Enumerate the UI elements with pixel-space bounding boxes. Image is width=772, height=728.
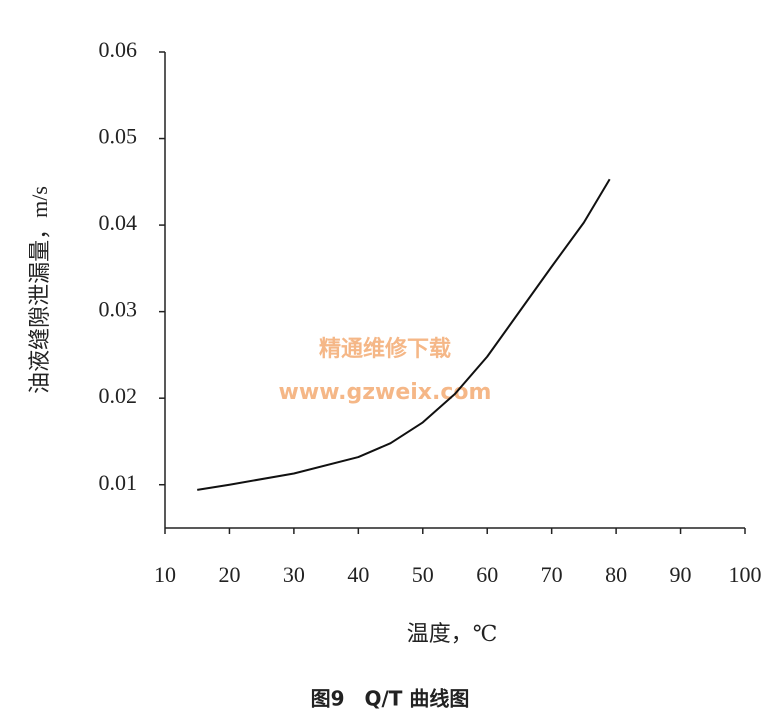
x-tick-label: 10 xyxy=(154,562,176,587)
x-axis-label: 温度，℃ xyxy=(407,621,498,646)
y-tick-label: 0.05 xyxy=(99,124,138,149)
watermark-text: 精通维修下载 xyxy=(319,336,451,362)
x-tick-label: 70 xyxy=(541,562,563,587)
x-tick-label: 80 xyxy=(605,562,627,587)
data-line xyxy=(197,178,611,491)
x-tick-label: 30 xyxy=(283,562,305,587)
y-axis-label: 油液缝隙泄漏量，m/s xyxy=(27,186,52,394)
x-tick-label: 100 xyxy=(729,562,762,587)
watermark-url: www.gzweix.com xyxy=(279,380,492,405)
x-tick-label: 40 xyxy=(347,562,369,587)
y-tick-label: 0.06 xyxy=(99,37,138,62)
x-tick-label: 60 xyxy=(476,562,498,587)
x-tick-label: 90 xyxy=(670,562,692,587)
y-tick-label: 0.03 xyxy=(99,297,138,322)
y-tick-label: 0.04 xyxy=(99,210,138,235)
y-tick-label: 0.02 xyxy=(99,383,138,408)
x-tick-label: 20 xyxy=(218,562,240,587)
y-tick-label: 0.01 xyxy=(99,470,138,495)
x-tick-label: 50 xyxy=(412,562,434,587)
caption: 图9 Q/T 曲线图 xyxy=(311,687,470,711)
